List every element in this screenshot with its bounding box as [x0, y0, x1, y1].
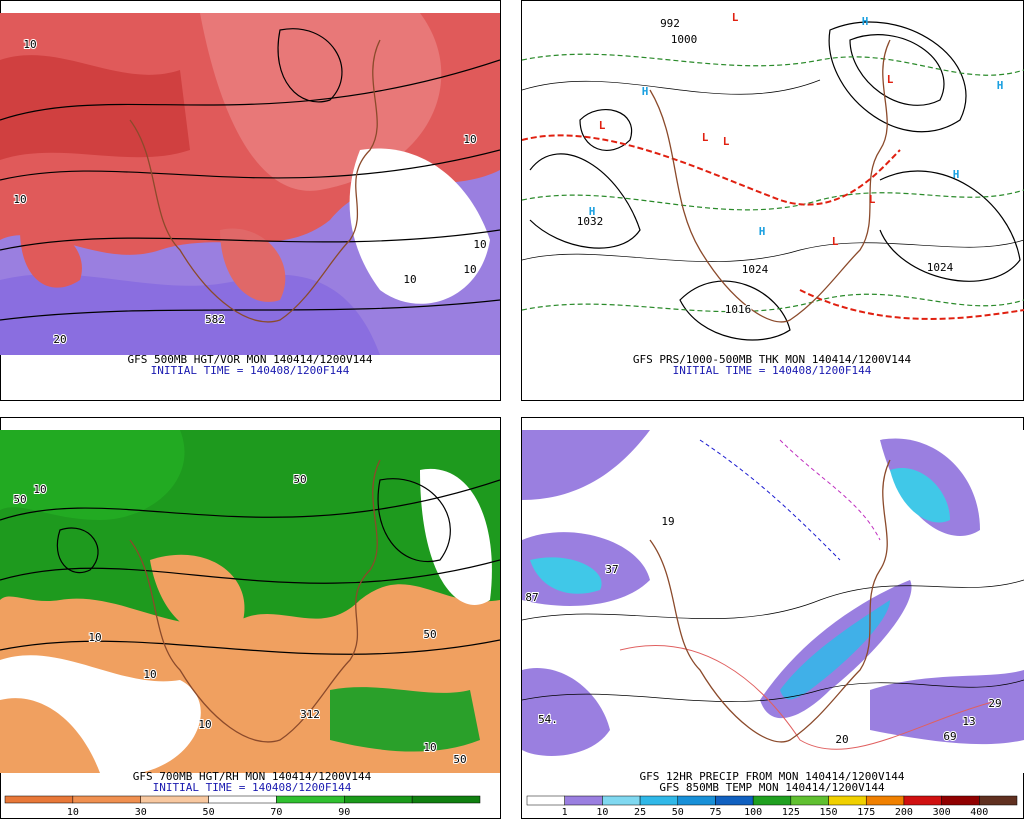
pressure-center: H — [759, 225, 766, 238]
contour-label: 10 — [143, 668, 156, 681]
contour-label: 29 — [988, 697, 1001, 710]
initial-time: INITIAL TIME = 140408/1200F144 — [153, 781, 352, 794]
colorbar-swatch — [677, 795, 716, 806]
panel-caption: GFS 12HR PRECIP FROM MON 140414/1200V144 — [640, 770, 905, 783]
colorbar-swatch — [865, 795, 905, 806]
contour-label: 50 — [453, 753, 466, 766]
pressure-center: L — [887, 73, 894, 86]
contour-label: 50 — [423, 628, 436, 641]
colorbar-swatch — [208, 795, 277, 804]
colorbar-swatch — [564, 795, 603, 806]
panel-caption: GFS 500MB HGT/VOR MON 140414/1200V144 — [127, 353, 372, 366]
colorbar-label: 150 — [820, 807, 838, 818]
contour-label: 10 — [88, 631, 101, 644]
initial-time: INITIAL TIME = 140408/1200F144 — [673, 364, 872, 377]
colorbar-swatch — [276, 795, 345, 804]
colorbar-swatch — [828, 795, 867, 806]
contour-label: 1032 — [577, 215, 604, 228]
pressure-center: H — [642, 85, 649, 98]
contour-label: 1016 — [725, 303, 752, 316]
colorbar-swatch — [140, 795, 209, 804]
pressure-center: L — [702, 131, 709, 144]
colorbar-label: 75 — [709, 807, 721, 818]
colorbar-swatch — [411, 795, 481, 804]
colorbar-label: 175 — [857, 807, 875, 818]
pressure-center: L — [869, 193, 876, 206]
colorbar-swatch — [903, 795, 942, 806]
pressure-center: L — [723, 135, 730, 148]
contour-label: 10 — [198, 718, 211, 731]
contour-label: 20 — [835, 733, 848, 746]
contour-label: 1024 — [927, 261, 954, 274]
contour-label: 50 — [293, 473, 306, 486]
contour-label: 10 — [33, 483, 46, 496]
panel-frame — [521, 0, 1024, 401]
contour-label: 10 — [403, 273, 416, 286]
colorbar-swatch — [941, 795, 980, 806]
colorbar-swatch — [752, 795, 792, 806]
pressure-center: L — [832, 235, 839, 248]
colorbar-label: 50 — [203, 807, 215, 818]
contour-label: 13 — [962, 715, 975, 728]
contour-label: 1000 — [671, 33, 698, 46]
precip-map — [522, 430, 1024, 773]
initial-time: INITIAL TIME = 140408/1200F144 — [151, 364, 350, 377]
contour-label: 54. — [538, 713, 558, 726]
colorbar-label: 25 — [634, 807, 646, 818]
contour-label: 10 — [13, 193, 26, 206]
contour-label: 582 — [205, 313, 225, 326]
pressure-center: H — [997, 79, 1004, 92]
contour-label: 20 — [53, 333, 66, 346]
colorbar-label: 125 — [782, 807, 800, 818]
colorbar-label: 30 — [135, 807, 147, 818]
contour-label: 69 — [943, 730, 956, 743]
contour-label: 10 — [463, 263, 476, 276]
colorbar-swatch — [344, 795, 413, 804]
colorbar-label: 90 — [338, 807, 350, 818]
contour-label: 312 — [300, 708, 320, 721]
colorbar-swatch — [790, 795, 829, 806]
panel-subcaption: GFS 850MB TEMP MON 140414/1200V144 — [659, 781, 885, 794]
colorbar-swatch — [715, 795, 754, 806]
colorbar-label: 400 — [970, 807, 988, 818]
contour-label: 10 — [473, 238, 486, 251]
pressure-center: H — [862, 15, 869, 28]
colorbar-label: 50 — [672, 807, 684, 818]
colorbar-swatch — [639, 795, 679, 806]
contour-label: 50 — [13, 493, 26, 506]
contour-label: 1024 — [742, 263, 769, 276]
panel-caption: GFS PRS/1000-500MB THK MON 140414/1200V1… — [633, 353, 912, 366]
colorbar-swatch — [72, 795, 141, 804]
colorbar-label: 10 — [67, 807, 79, 818]
colorbar-label: 10 — [596, 807, 608, 818]
colorbar-label: 200 — [895, 807, 913, 818]
contour-label: 19 — [661, 515, 674, 528]
contour-label: 992 — [660, 17, 680, 30]
colorbar-swatch — [4, 795, 74, 804]
pressure-center: H — [953, 168, 960, 181]
pressure-center: L — [599, 119, 606, 132]
colorbar-label: 1 — [562, 807, 568, 818]
panel-caption: GFS 700MB HGT/RH MON 140414/1200V144 — [133, 770, 372, 783]
colorbar-swatch — [602, 795, 641, 806]
contour-label: 10 — [463, 133, 476, 146]
colorbar-swatch — [526, 795, 565, 806]
contour-label: 87 — [525, 591, 538, 604]
contour-label: 10 — [423, 741, 436, 754]
humidity-map — [0, 430, 500, 773]
vorticity-map — [0, 13, 500, 355]
pressure-map — [522, 21, 1024, 341]
contour-label: 37 — [605, 563, 618, 576]
colorbar-label: 300 — [933, 807, 951, 818]
pressure-center: L — [732, 11, 739, 24]
pressure-center: H — [589, 205, 596, 218]
colorbar-label: 100 — [744, 807, 762, 818]
contour-label: 10 — [23, 38, 36, 51]
colorbar-swatch — [979, 795, 1018, 806]
colorbar-label: 70 — [270, 807, 282, 818]
